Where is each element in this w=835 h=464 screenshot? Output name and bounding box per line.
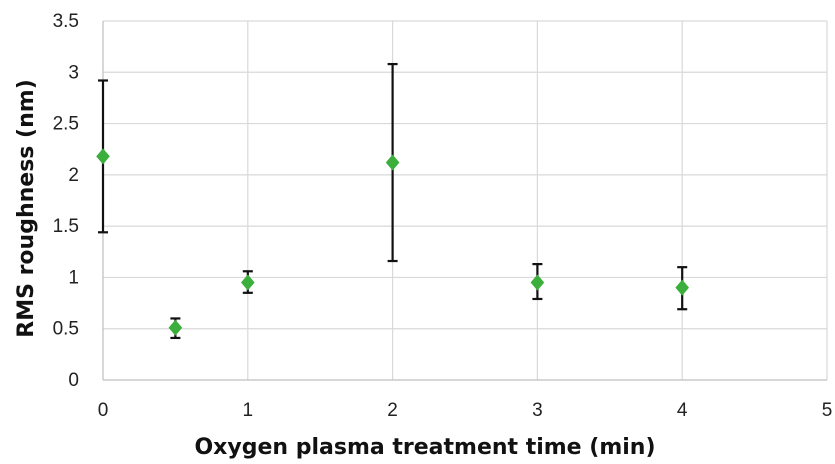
y-tick-label: 1 bbox=[68, 267, 79, 288]
y-tick-label: 3 bbox=[68, 62, 79, 83]
x-tick-label: 3 bbox=[532, 400, 543, 421]
x-tick-label: 0 bbox=[98, 400, 109, 421]
data-points bbox=[96, 148, 689, 336]
y-tick-label: 2.5 bbox=[53, 114, 79, 135]
gridlines bbox=[103, 20, 828, 380]
y-tick-label: 1.5 bbox=[53, 216, 79, 237]
x-tick-label: 5 bbox=[822, 400, 833, 421]
y-tick-label: 2 bbox=[68, 165, 79, 186]
x-axis-title: Oxygen plasma treatment time (min) bbox=[194, 435, 655, 460]
data-point-marker bbox=[241, 274, 255, 291]
data-point-marker bbox=[675, 279, 689, 296]
x-tick-label: 2 bbox=[387, 400, 398, 421]
y-tick-label: 0.5 bbox=[53, 319, 79, 340]
x-tick-label: 1 bbox=[243, 400, 254, 421]
y-tick-label: 3.5 bbox=[53, 11, 79, 32]
data-point-marker bbox=[385, 154, 400, 171]
data-point-marker bbox=[530, 274, 545, 291]
x-tick-label: 4 bbox=[677, 400, 688, 421]
data-point-marker bbox=[168, 319, 183, 336]
axes bbox=[102, 21, 827, 381]
data-point-marker bbox=[96, 148, 110, 165]
y-axis-title: RMS roughness (nm) bbox=[14, 79, 39, 338]
x-tick-labels: 0 1 2 3 4 5 bbox=[98, 400, 833, 421]
y-tick-labels: 0 0.5 1 1.5 2 2.5 3 3.5 bbox=[53, 11, 79, 391]
y-tick-label: 0 bbox=[68, 370, 79, 391]
